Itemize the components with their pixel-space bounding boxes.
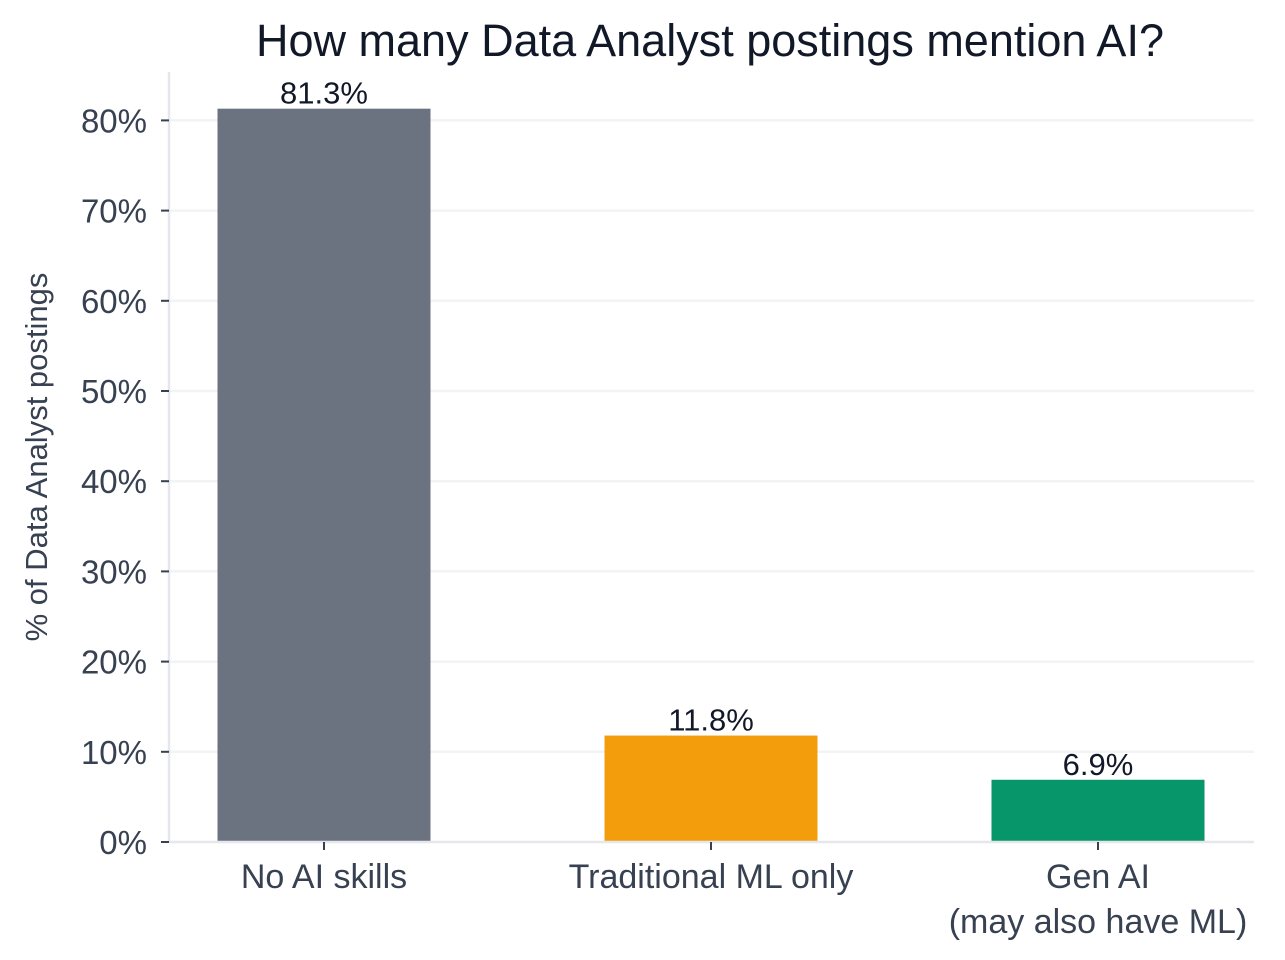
- bar-value-label: 81.3%: [280, 76, 368, 111]
- y-tick-label: 10%: [81, 734, 147, 771]
- y-tick-label: 70%: [81, 193, 147, 230]
- y-tick-label: 80%: [81, 102, 147, 139]
- y-tick-label: 30%: [81, 553, 147, 590]
- value-labels: 81.3% 11.8% 6.9%: [280, 76, 1133, 782]
- x-tick-label: (may also have ML): [949, 903, 1248, 941]
- x-tick-label: Traditional ML only: [569, 858, 854, 896]
- y-tick-label: 60%: [81, 283, 147, 320]
- y-ticks: 0% 10% 20% 30% 40% 50% 60% 70% 80%: [81, 102, 169, 861]
- x-ticks: No AI skills Traditional ML only Gen AI (ma…: [241, 842, 1247, 941]
- x-tick-label: Gen AI: [1046, 858, 1150, 896]
- x-tick-label: No AI skills: [241, 858, 407, 896]
- y-axis-label: % of Data Analyst postings: [19, 273, 54, 642]
- y-tick-label: 20%: [81, 644, 147, 681]
- bar: [604, 735, 818, 842]
- bars: [217, 108, 1205, 842]
- chart-title: How many Data Analyst postings mention A…: [256, 15, 1164, 66]
- y-tick-label: 50%: [81, 373, 147, 410]
- bar: [217, 108, 431, 842]
- bar: [991, 779, 1205, 842]
- bar-value-label: 6.9%: [1063, 747, 1134, 782]
- y-tick-label: 40%: [81, 463, 147, 500]
- bar-value-label: 11.8%: [668, 703, 754, 738]
- y-tick-label: 0%: [99, 824, 147, 861]
